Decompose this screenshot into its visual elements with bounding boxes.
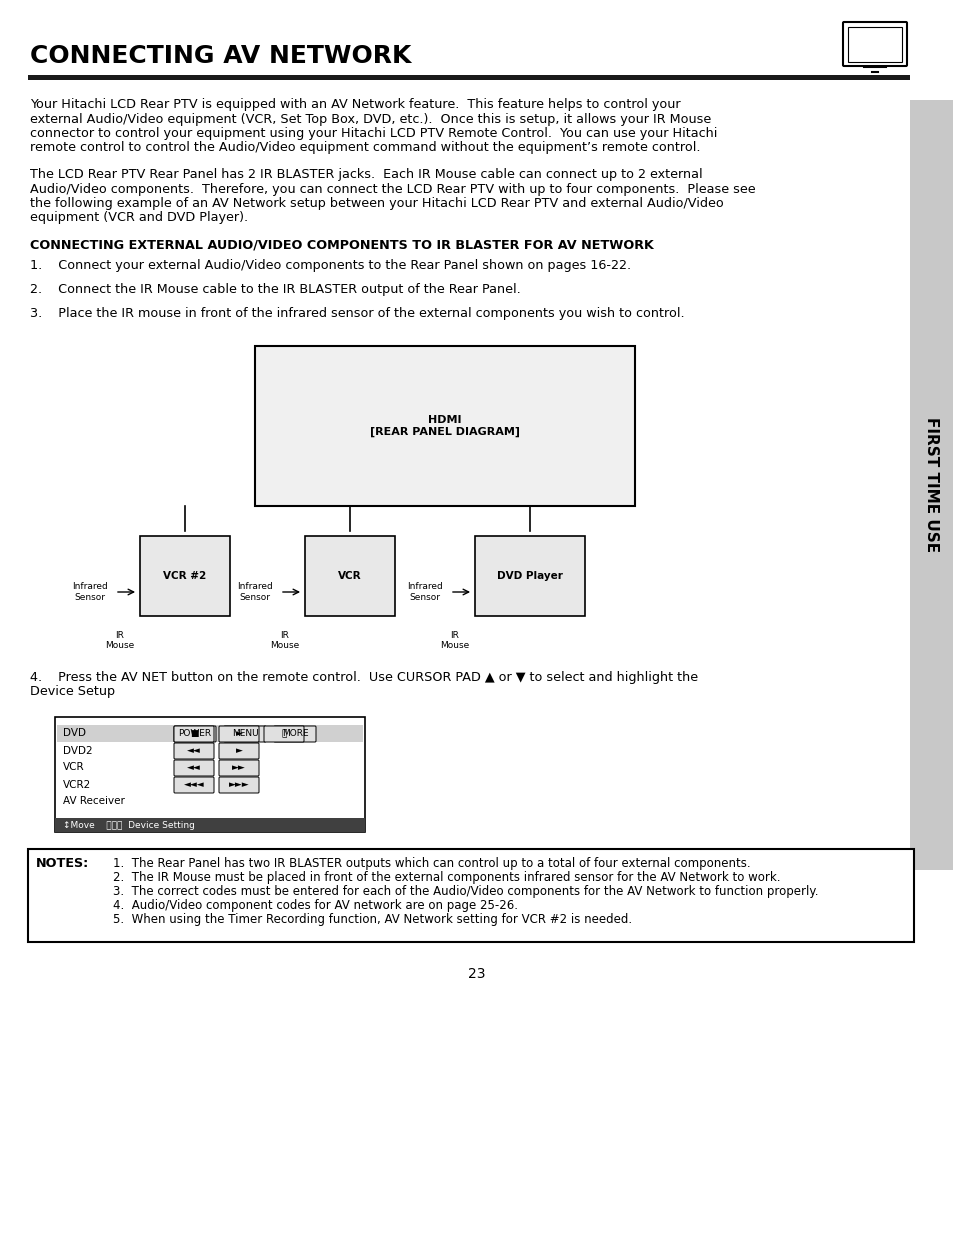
Text: external Audio/Video equipment (VCR, Set Top Box, DVD, etc.).  Once this is setu: external Audio/Video equipment (VCR, Set… — [30, 112, 711, 126]
Text: 4.  Audio/Video component codes for AV network are on page 25-26.: 4. Audio/Video component codes for AV ne… — [112, 899, 517, 911]
Text: Device Setup: Device Setup — [30, 685, 115, 699]
Text: POWER: POWER — [178, 729, 212, 739]
Text: 2.    Connect the IR Mouse cable to the IR BLASTER output of the Rear Panel.: 2. Connect the IR Mouse cable to the IR … — [30, 283, 520, 296]
Text: ↕Move    ⒶⒷⒸ  Device Setting: ↕Move ⒶⒷⒸ Device Setting — [63, 820, 194, 830]
Bar — [475, 536, 584, 616]
FancyBboxPatch shape — [842, 22, 906, 65]
FancyBboxPatch shape — [219, 726, 258, 742]
Text: ◄◄: ◄◄ — [187, 746, 201, 755]
FancyBboxPatch shape — [264, 726, 304, 742]
Text: DVD Player: DVD Player — [497, 571, 562, 580]
Text: NOTES:: NOTES: — [36, 857, 90, 869]
Text: VCR: VCR — [63, 762, 85, 773]
Text: Infrared
Sensor: Infrared Sensor — [72, 582, 108, 601]
Text: ■: ■ — [190, 729, 198, 739]
Text: connector to control your equipment using your Hitachi LCD PTV Remote Control.  : connector to control your equipment usin… — [30, 127, 717, 140]
Text: VCR2: VCR2 — [63, 779, 91, 789]
Bar — [55, 718, 365, 832]
Text: DVD2: DVD2 — [63, 746, 92, 756]
FancyBboxPatch shape — [219, 743, 258, 760]
Bar — [55, 818, 365, 832]
Text: ◄◄◄: ◄◄◄ — [184, 781, 204, 789]
FancyBboxPatch shape — [173, 760, 213, 776]
FancyBboxPatch shape — [274, 726, 315, 742]
FancyBboxPatch shape — [173, 743, 213, 760]
Text: IR
Mouse: IR Mouse — [270, 631, 299, 651]
Text: 1.  The Rear Panel has two IR BLASTER outputs which can control up to a total of: 1. The Rear Panel has two IR BLASTER out… — [112, 857, 750, 869]
Text: VCR #2: VCR #2 — [163, 571, 207, 580]
Text: The LCD Rear PTV Rear Panel has 2 IR BLASTER jacks.  Each IR Mouse cable can con: The LCD Rear PTV Rear Panel has 2 IR BLA… — [30, 168, 702, 182]
FancyBboxPatch shape — [224, 726, 266, 742]
Bar — [305, 536, 395, 616]
Text: AV Receiver: AV Receiver — [63, 797, 125, 806]
Text: CONNECTING AV NETWORK: CONNECTING AV NETWORK — [30, 44, 411, 68]
Text: FIRST TIME USE: FIRST TIME USE — [923, 417, 939, 552]
Text: remote control to control the Audio/Video equipment command without the equipmen: remote control to control the Audio/Vide… — [30, 142, 700, 154]
Text: 5.  When using the Timer Recording function, AV Network setting for VCR #2 is ne: 5. When using the Timer Recording functi… — [112, 913, 632, 926]
Text: 4.    Press the AV NET button on the remote control.  Use CURSOR PAD ▲ or ▼ to s: 4. Press the AV NET button on the remote… — [30, 671, 698, 684]
FancyBboxPatch shape — [173, 777, 213, 793]
Text: IR
Mouse: IR Mouse — [105, 631, 134, 651]
Text: 1.    Connect your external Audio/Video components to the Rear Panel shown on pa: 1. Connect your external Audio/Video com… — [30, 258, 631, 272]
Text: the following example of an AV Network setup between your Hitachi LCD Rear PTV a: the following example of an AV Network s… — [30, 198, 723, 210]
Text: 3.    Place the IR mouse in front of the infrared sensor of the external compone: 3. Place the IR mouse in front of the in… — [30, 308, 684, 321]
Text: Infrared
Sensor: Infrared Sensor — [407, 582, 442, 601]
Text: CONNECTING EXTERNAL AUDIO/VIDEO COMPONENTS TO IR BLASTER FOR AV NETWORK: CONNECTING EXTERNAL AUDIO/VIDEO COMPONEN… — [30, 238, 653, 251]
Bar — [28, 75, 909, 80]
Text: Audio/Video components.  Therefore, you can connect the LCD Rear PTV with up to : Audio/Video components. Therefore, you c… — [30, 183, 755, 195]
Text: 2.  The IR Mouse must be placed in front of the external components infrared sen: 2. The IR Mouse must be placed in front … — [112, 871, 780, 884]
Text: VCR: VCR — [337, 571, 361, 580]
Text: ►►: ►► — [232, 763, 246, 772]
Text: MENU: MENU — [232, 729, 258, 739]
Text: Your Hitachi LCD Rear PTV is equipped with an AV Network feature.  This feature : Your Hitachi LCD Rear PTV is equipped wi… — [30, 98, 679, 111]
Bar — [847, 27, 901, 62]
FancyBboxPatch shape — [219, 760, 258, 776]
Text: equipment (VCR and DVD Player).: equipment (VCR and DVD Player). — [30, 211, 248, 225]
Text: 3.  The correct codes must be entered for each of the Audio/Video components for: 3. The correct codes must be entered for… — [112, 885, 818, 898]
Text: ►: ► — [235, 729, 242, 739]
Text: ⏸: ⏸ — [281, 729, 287, 739]
Text: IR
Mouse: IR Mouse — [440, 631, 469, 651]
FancyBboxPatch shape — [173, 726, 213, 742]
FancyBboxPatch shape — [219, 777, 258, 793]
Bar — [254, 346, 635, 506]
Text: ►►►: ►►► — [229, 781, 249, 789]
Text: ◄◄: ◄◄ — [187, 763, 201, 772]
Text: 23: 23 — [468, 967, 485, 981]
Bar — [140, 536, 230, 616]
Text: Infrared
Sensor: Infrared Sensor — [237, 582, 273, 601]
Text: DVD: DVD — [63, 729, 86, 739]
Text: ►: ► — [235, 746, 242, 755]
Bar — [909, 100, 953, 869]
Bar — [57, 725, 363, 742]
FancyBboxPatch shape — [173, 726, 215, 742]
Text: MORE: MORE — [281, 729, 308, 739]
Text: HDMI
[REAR PANEL DIAGRAM]: HDMI [REAR PANEL DIAGRAM] — [370, 415, 519, 437]
Bar — [28, 848, 913, 942]
